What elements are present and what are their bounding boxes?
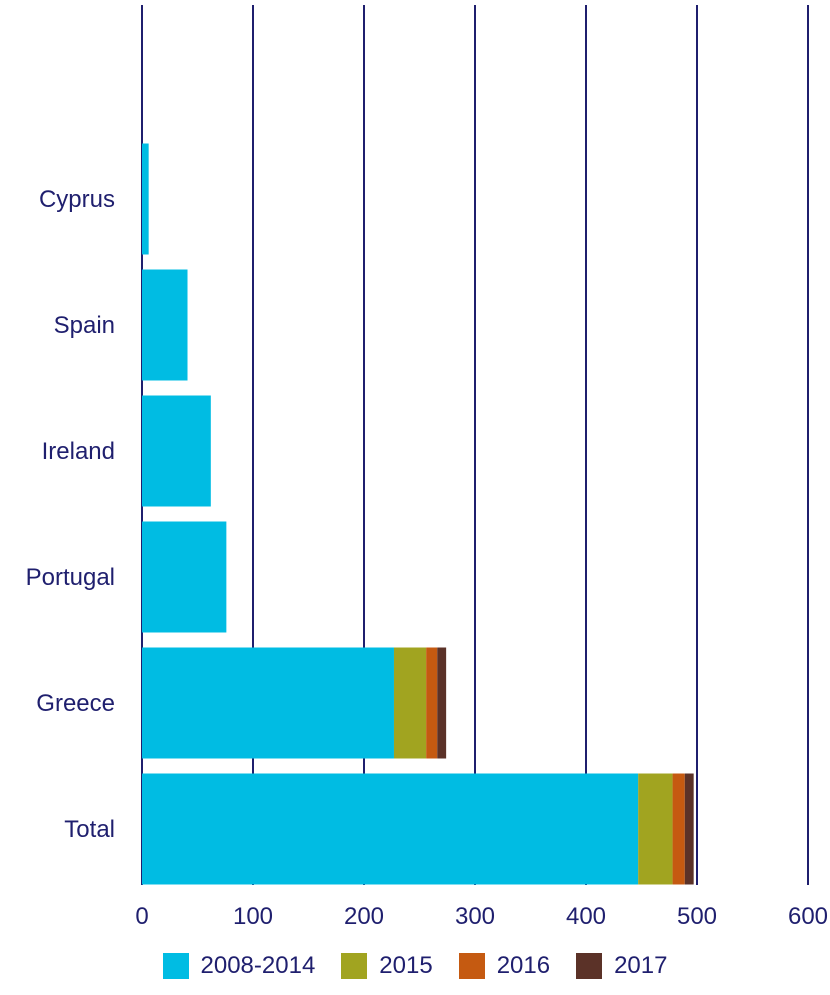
category-label-greece: Greece xyxy=(36,690,115,717)
legend-label-2017: 2017 xyxy=(614,952,668,979)
legend-swatch-2015 xyxy=(341,953,368,979)
legend-item-2008-2014: 2008-2014 xyxy=(162,952,316,980)
legend-label-2008-2014: 2008-2014 xyxy=(200,952,316,979)
category-labels: Cyprus Spain Ireland Portugal Greece Total xyxy=(26,186,115,843)
legend-swatch-2008-2014 xyxy=(162,953,189,979)
category-label-spain: Spain xyxy=(54,312,115,339)
x-tick-200: 200 xyxy=(344,903,384,930)
category-label-portugal: Portugal xyxy=(26,564,115,591)
bar-ireland-2008-2014 xyxy=(142,395,211,507)
legend-item-2016: 2016 xyxy=(458,952,551,980)
bar-greece-2016 xyxy=(426,647,438,759)
category-label-total: Total xyxy=(64,816,115,843)
bar-greece-2017 xyxy=(437,647,447,759)
bar-total-2016 xyxy=(672,773,685,885)
legend-item-2017: 2017 xyxy=(576,952,667,980)
bar-greece-2008-2014 xyxy=(142,647,394,759)
legend-item-2015: 2015 xyxy=(341,952,433,980)
x-tick-0: 0 xyxy=(135,903,148,930)
bar-portugal-2008-2014 xyxy=(142,521,227,633)
bar-spain-2008-2014 xyxy=(142,269,188,381)
bar-cyprus-2008-2014 xyxy=(142,143,149,255)
x-tick-500: 500 xyxy=(677,903,717,930)
legend: 2008-2014 2015 2016 2017 xyxy=(0,946,830,986)
bar-total-2017 xyxy=(684,773,694,885)
x-tick-400: 400 xyxy=(566,903,606,930)
bar-total-2015 xyxy=(638,773,673,885)
x-tick-300: 300 xyxy=(455,903,495,930)
x-tick-labels: 0 100 200 300 400 500 600 xyxy=(135,903,828,930)
bars xyxy=(142,143,694,885)
legend-swatch-2017 xyxy=(576,953,603,979)
bar-greece-2015 xyxy=(393,647,427,759)
x-tick-100: 100 xyxy=(233,903,273,930)
category-label-cyprus: Cyprus xyxy=(39,186,115,213)
category-label-ireland: Ireland xyxy=(42,438,115,465)
grid-lines xyxy=(141,5,809,885)
legend-swatch-2016 xyxy=(458,953,485,979)
legend-label-2016: 2016 xyxy=(496,952,551,979)
bar-total-2008-2014 xyxy=(142,773,639,885)
legend-label-2015: 2015 xyxy=(379,952,433,979)
x-tick-600: 600 xyxy=(788,903,828,930)
